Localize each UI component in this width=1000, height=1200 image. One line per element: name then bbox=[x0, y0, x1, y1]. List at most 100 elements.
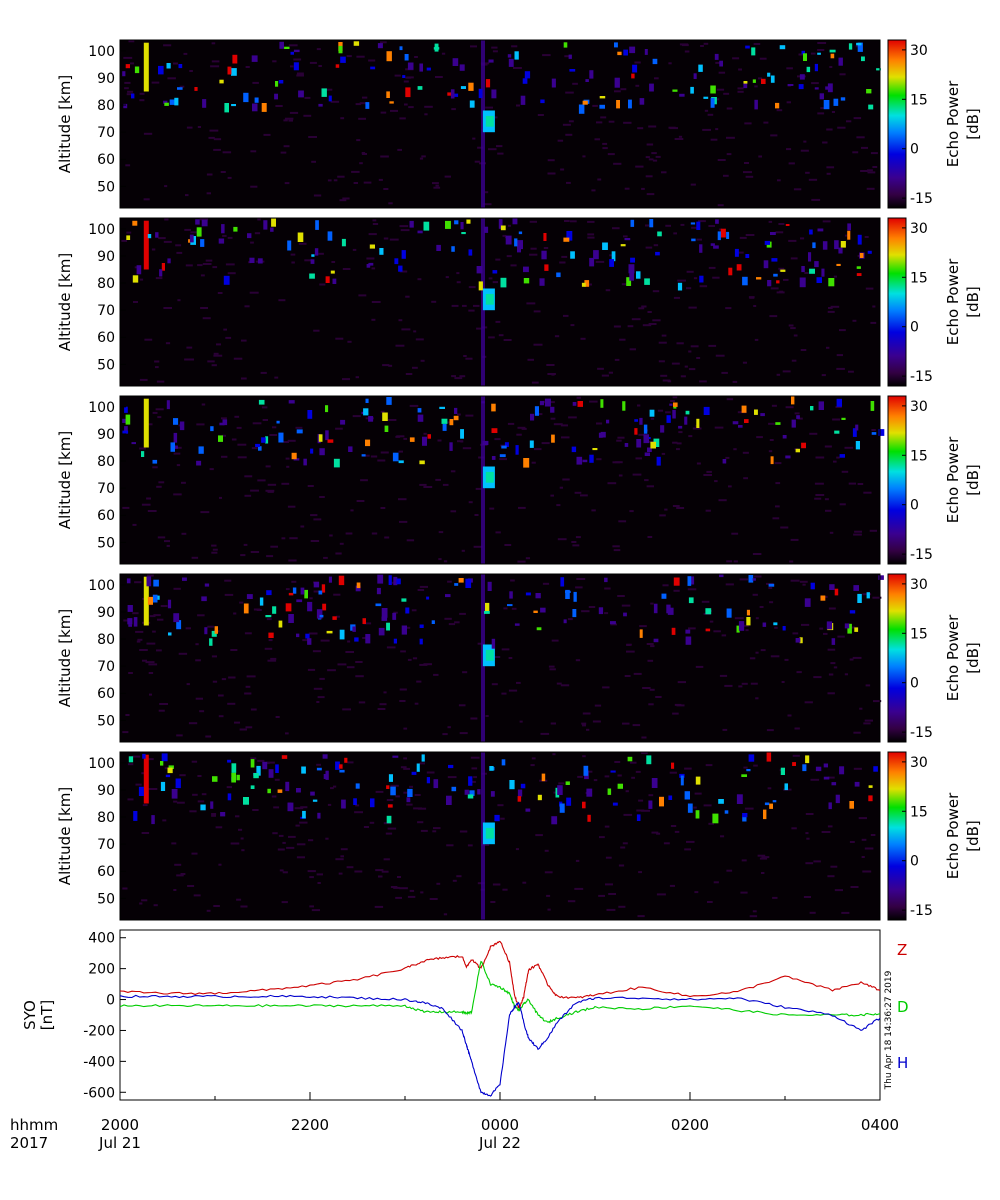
noise-cell bbox=[354, 811, 363, 814]
noise-cell bbox=[597, 178, 602, 181]
noise-cell bbox=[530, 247, 537, 250]
noise-cell bbox=[676, 442, 682, 445]
noise-cell bbox=[648, 794, 654, 797]
noise-cell bbox=[593, 779, 598, 782]
noise-cell bbox=[179, 85, 185, 88]
echo-cell bbox=[368, 416, 374, 422]
echo-cell bbox=[639, 629, 643, 638]
noise-cell bbox=[870, 834, 876, 836]
noise-cell bbox=[761, 856, 770, 859]
echo-cell bbox=[632, 64, 638, 73]
noise-cell bbox=[296, 74, 304, 77]
echo-cell bbox=[831, 782, 837, 786]
noise-cell bbox=[715, 354, 725, 357]
echo-cell bbox=[653, 438, 660, 447]
echo-cell bbox=[831, 638, 836, 645]
noise-cell bbox=[745, 629, 749, 632]
echo-cell bbox=[592, 448, 598, 451]
noise-cell bbox=[582, 155, 586, 158]
echo-cell bbox=[631, 73, 635, 79]
noise-cell bbox=[519, 720, 523, 723]
echo-cell bbox=[589, 257, 595, 267]
echo-cell bbox=[417, 86, 423, 90]
echo-cell bbox=[218, 238, 225, 244]
noise-cell bbox=[304, 96, 311, 99]
echo-cell bbox=[249, 257, 255, 263]
noise-cell bbox=[451, 304, 459, 307]
echo-cell bbox=[454, 583, 459, 586]
noise-cell bbox=[413, 807, 422, 810]
noise-cell bbox=[238, 828, 243, 831]
noise-cell bbox=[755, 651, 759, 654]
noise-cell bbox=[221, 417, 227, 420]
noise-cell bbox=[477, 146, 484, 149]
noise-cell bbox=[709, 620, 714, 623]
noise-cell bbox=[830, 305, 840, 308]
echo-cell bbox=[341, 799, 346, 809]
echo-cell bbox=[409, 437, 415, 442]
noise-cell bbox=[383, 858, 390, 861]
noise-cell bbox=[291, 261, 295, 264]
noise-cell bbox=[661, 452, 666, 455]
noise-cell bbox=[604, 825, 610, 828]
y-axis-label: Altitude [km] bbox=[56, 75, 74, 173]
echo-cell bbox=[876, 68, 881, 71]
noise-cell bbox=[726, 136, 735, 139]
noise-cell bbox=[287, 505, 296, 508]
noise-cell bbox=[342, 268, 351, 270]
echo-cell bbox=[644, 452, 650, 456]
noise-cell bbox=[191, 760, 198, 763]
echo-cell bbox=[204, 627, 208, 635]
echo-cell bbox=[201, 596, 207, 602]
noise-cell bbox=[623, 813, 633, 816]
echo-cell bbox=[406, 797, 411, 803]
echo-cell bbox=[620, 244, 626, 247]
noise-cell bbox=[739, 236, 747, 239]
echo-cell bbox=[314, 248, 319, 256]
echo-cell bbox=[671, 627, 676, 635]
echo-cell bbox=[649, 219, 654, 228]
noise-cell bbox=[791, 359, 797, 362]
noise-cell bbox=[550, 494, 554, 497]
noise-cell bbox=[132, 755, 141, 758]
noise-cell bbox=[299, 821, 308, 824]
noise-cell bbox=[534, 448, 542, 451]
noise-cell bbox=[754, 85, 758, 88]
echo-cell bbox=[155, 232, 159, 238]
noise-cell bbox=[629, 510, 634, 513]
echo-cell bbox=[720, 228, 726, 238]
noise-cell bbox=[224, 579, 232, 582]
noise-cell bbox=[853, 533, 862, 536]
noise-cell bbox=[331, 261, 336, 263]
noise-cell bbox=[225, 263, 235, 266]
noise-cell bbox=[289, 111, 299, 114]
echo-cell bbox=[482, 440, 489, 445]
echo-cell bbox=[799, 277, 806, 288]
noise-cell bbox=[251, 447, 258, 450]
noise-cell bbox=[677, 279, 686, 282]
noise-cell bbox=[398, 450, 403, 453]
echo-cell bbox=[535, 593, 541, 599]
noise-cell bbox=[844, 234, 850, 237]
echo-cell bbox=[770, 456, 774, 465]
echo-cell bbox=[365, 634, 371, 644]
noise-cell bbox=[622, 722, 630, 725]
noise-cell bbox=[525, 557, 530, 560]
noise-cell bbox=[283, 441, 289, 443]
echo-cell bbox=[393, 638, 397, 644]
echo-cell bbox=[381, 608, 388, 618]
noise-cell bbox=[749, 915, 758, 918]
noise-cell bbox=[244, 494, 252, 497]
echo-cell bbox=[829, 49, 836, 53]
noise-cell bbox=[195, 659, 201, 662]
y-axis-label: Altitude [km] bbox=[56, 787, 74, 885]
noise-cell bbox=[197, 264, 203, 267]
echo-cell bbox=[401, 625, 407, 635]
noise-cell bbox=[465, 414, 474, 417]
echo-cell bbox=[656, 456, 661, 466]
echo-cell bbox=[703, 96, 709, 99]
noise-cell bbox=[832, 418, 840, 421]
noise-cell bbox=[216, 343, 221, 346]
echo-cell bbox=[677, 282, 683, 291]
